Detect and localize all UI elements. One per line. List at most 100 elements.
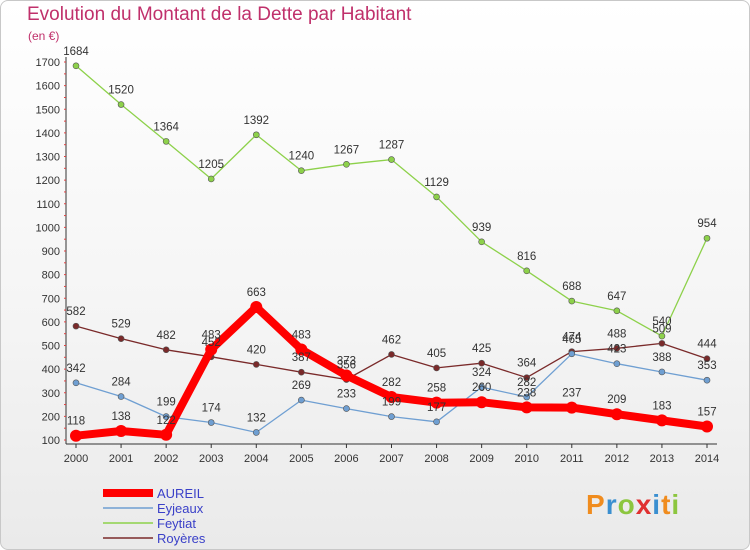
data-label-royeres: 444 xyxy=(697,339,717,351)
y-tick-label: 1200 xyxy=(36,175,60,187)
data-label-feytiat: 939 xyxy=(472,222,491,234)
point-feytiat xyxy=(433,193,440,201)
data-label-aureil: 209 xyxy=(607,394,626,406)
data-label-royeres: 488 xyxy=(607,328,626,340)
point-aureil xyxy=(475,396,488,409)
y-tick-label: 400 xyxy=(42,364,60,376)
point-eyjeaux xyxy=(658,368,666,376)
series-layer xyxy=(70,62,713,442)
data-label-eyjeaux: 132 xyxy=(247,412,266,424)
data-label-aureil: 183 xyxy=(652,400,671,412)
point-aureil xyxy=(205,343,218,356)
y-tick-label: 500 xyxy=(42,341,60,353)
point-eyjeaux xyxy=(523,393,531,401)
chart-title: Evolution du Montant de la Dette par Hab… xyxy=(27,4,412,25)
logo-letter: o xyxy=(617,489,636,520)
x-tick-label: 2006 xyxy=(334,453,358,465)
data-label-feytiat: 1364 xyxy=(153,121,179,133)
x-tick-label: 2004 xyxy=(244,453,268,465)
point-royeres xyxy=(478,359,485,367)
logo-letter: t xyxy=(661,489,672,520)
legend-label-eyjeaux: Eyjeaux xyxy=(157,501,204,516)
data-label-royeres: 356 xyxy=(337,360,356,372)
data-label-aureil: 663 xyxy=(247,287,266,299)
logo-letter: P xyxy=(586,489,606,520)
y-tick-label: 1700 xyxy=(36,57,60,69)
x-tick-label: 2013 xyxy=(650,453,674,465)
point-aureil xyxy=(520,401,533,414)
data-label-eyjeaux: 199 xyxy=(157,397,176,409)
data-label-royeres: 482 xyxy=(157,330,176,342)
data-label-royeres: 425 xyxy=(472,343,491,355)
point-aureil xyxy=(565,401,578,414)
data-label-aureil: 258 xyxy=(427,383,446,395)
point-aureil xyxy=(70,429,82,442)
data-label-royeres: 405 xyxy=(427,348,446,360)
point-eyjeaux xyxy=(433,418,440,426)
data-label-royeres: 509 xyxy=(652,323,671,335)
data-label-feytiat: 1205 xyxy=(198,159,224,171)
point-feytiat xyxy=(658,332,666,340)
data-label-feytiat: 647 xyxy=(607,291,626,303)
data-label-royeres: 582 xyxy=(66,306,85,318)
point-royeres xyxy=(523,374,531,381)
legend-label-aureil: AUREIL xyxy=(157,486,204,501)
data-label-royeres: 462 xyxy=(382,334,401,346)
x-tick-label: 2014 xyxy=(695,453,719,465)
data-label-feytiat: 540 xyxy=(652,316,671,328)
point-eyjeaux xyxy=(207,419,215,426)
y-tick-label: 300 xyxy=(42,388,60,400)
point-eyjeaux xyxy=(298,396,305,404)
logo-letter: i xyxy=(652,489,662,520)
x-tick-label: 2007 xyxy=(379,453,403,465)
data-label-feytiat: 816 xyxy=(517,251,536,263)
point-feytiat xyxy=(117,101,125,108)
data-label-eyjeaux: 174 xyxy=(202,403,222,415)
x-tick-label: 2008 xyxy=(424,453,448,465)
point-feytiat xyxy=(478,238,485,246)
data-label-royeres: 364 xyxy=(517,358,537,370)
data-label-eyjeaux: 269 xyxy=(292,380,311,392)
point-royeres xyxy=(298,368,305,376)
point-eyjeaux xyxy=(568,350,576,358)
data-label-aureil: 238 xyxy=(517,387,536,399)
point-aureil xyxy=(115,425,128,438)
data-label-aureil: 118 xyxy=(67,416,85,428)
point-eyjeaux xyxy=(117,393,125,400)
point-eyjeaux xyxy=(703,376,711,384)
y-tick-label: 1000 xyxy=(36,222,60,234)
y-tick-label: 200 xyxy=(42,411,60,423)
point-aureil xyxy=(430,396,443,409)
data-label-eyjeaux: 324 xyxy=(472,367,492,379)
data-label-eyjeaux: 465 xyxy=(562,334,581,346)
x-tick-label: 2011 xyxy=(560,453,584,465)
point-feytiat xyxy=(252,131,260,139)
data-label-eyjeaux: 177 xyxy=(427,402,446,414)
data-label-aureil: 157 xyxy=(697,407,716,419)
point-feytiat xyxy=(343,160,350,168)
axes: 100 200 300 400 500 600 700 800 900 1000 1100 1200 1… xyxy=(36,57,719,465)
point-feytiat xyxy=(703,234,711,242)
point-aureil xyxy=(701,420,713,433)
logo-letter: i xyxy=(671,489,681,520)
data-label-aureil: 282 xyxy=(382,377,401,389)
y-tick-label: 1400 xyxy=(36,128,60,140)
data-label-royeres: 387 xyxy=(292,352,311,364)
data-label-feytiat: 1129 xyxy=(424,177,449,189)
logo-letter: r xyxy=(605,489,618,520)
point-eyjeaux xyxy=(343,405,350,412)
point-royeres xyxy=(433,364,440,372)
point-aureil xyxy=(250,300,263,313)
point-eyjeaux xyxy=(72,379,80,387)
data-label-feytiat: 1240 xyxy=(289,151,315,163)
data-label-eyjeaux: 282 xyxy=(517,377,536,389)
point-eyjeaux xyxy=(252,429,260,436)
data-label-royeres: 420 xyxy=(247,344,266,356)
point-royeres xyxy=(162,346,170,354)
y-tick-label: 800 xyxy=(42,270,60,282)
point-royeres xyxy=(658,340,666,347)
data-label-eyjeaux: 353 xyxy=(697,360,716,372)
x-tick-label: 2012 xyxy=(605,453,629,465)
